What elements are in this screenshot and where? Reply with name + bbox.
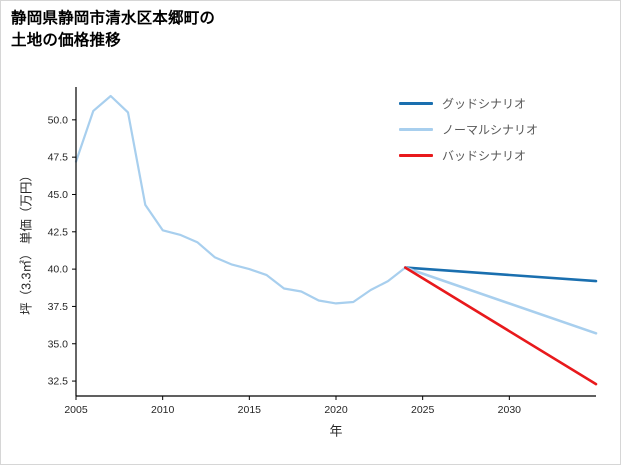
x-tick-label: 2030 bbox=[498, 404, 522, 416]
series-グッドシナリオ bbox=[403, 266, 598, 283]
series-バッドシナリオ bbox=[403, 266, 598, 386]
y-tick-label: 45.0 bbox=[48, 189, 69, 201]
x-tick-label: 2020 bbox=[324, 404, 348, 416]
y-tick-label: 32.5 bbox=[48, 376, 69, 388]
x-tick-label: 2025 bbox=[411, 404, 435, 416]
series-history bbox=[74, 94, 407, 305]
legend-swatch-normal bbox=[399, 127, 433, 131]
y-axis-label: 坪（3.3㎡） 単価（万円） bbox=[19, 169, 34, 315]
chart-title-line1: 静岡県静岡市清水区本郷町の bbox=[11, 10, 216, 27]
x-tick-label: 2010 bbox=[151, 404, 175, 416]
x-tick-label: 2015 bbox=[238, 404, 262, 416]
legend-item-bad: バッドシナリオ bbox=[399, 147, 538, 163]
legend-label-bad: バッドシナリオ bbox=[442, 148, 527, 163]
y-tick-label: 47.5 bbox=[48, 152, 69, 164]
chart-legend: グッドシナリオ ノーマルシナリオ バッドシナリオ bbox=[399, 95, 538, 163]
legend-swatch-good bbox=[399, 101, 433, 105]
legend-item-good: グッドシナリオ bbox=[399, 95, 538, 111]
y-tick-label: 50.0 bbox=[48, 114, 69, 126]
x-tick-label: 2005 bbox=[64, 404, 88, 416]
legend-label-normal: ノーマルシナリオ bbox=[442, 122, 539, 137]
chart-title-line2: 土地の価格推移 bbox=[11, 32, 121, 49]
series-ノーマルシナリオ bbox=[403, 266, 598, 335]
x-axis-label: 年 bbox=[329, 423, 343, 439]
legend-item-normal: ノーマルシナリオ bbox=[399, 121, 538, 137]
y-tick-label: 35.0 bbox=[48, 338, 69, 350]
y-tick-label: 37.5 bbox=[48, 301, 69, 313]
legend-swatch-bad bbox=[399, 153, 433, 157]
chart-title: 静岡県静岡市清水区本郷町の 土地の価格推移 bbox=[11, 8, 215, 52]
y-tick-label: 40.0 bbox=[48, 264, 69, 276]
y-tick-label: 42.5 bbox=[48, 226, 69, 238]
legend-label-good: グッドシナリオ bbox=[442, 96, 527, 111]
